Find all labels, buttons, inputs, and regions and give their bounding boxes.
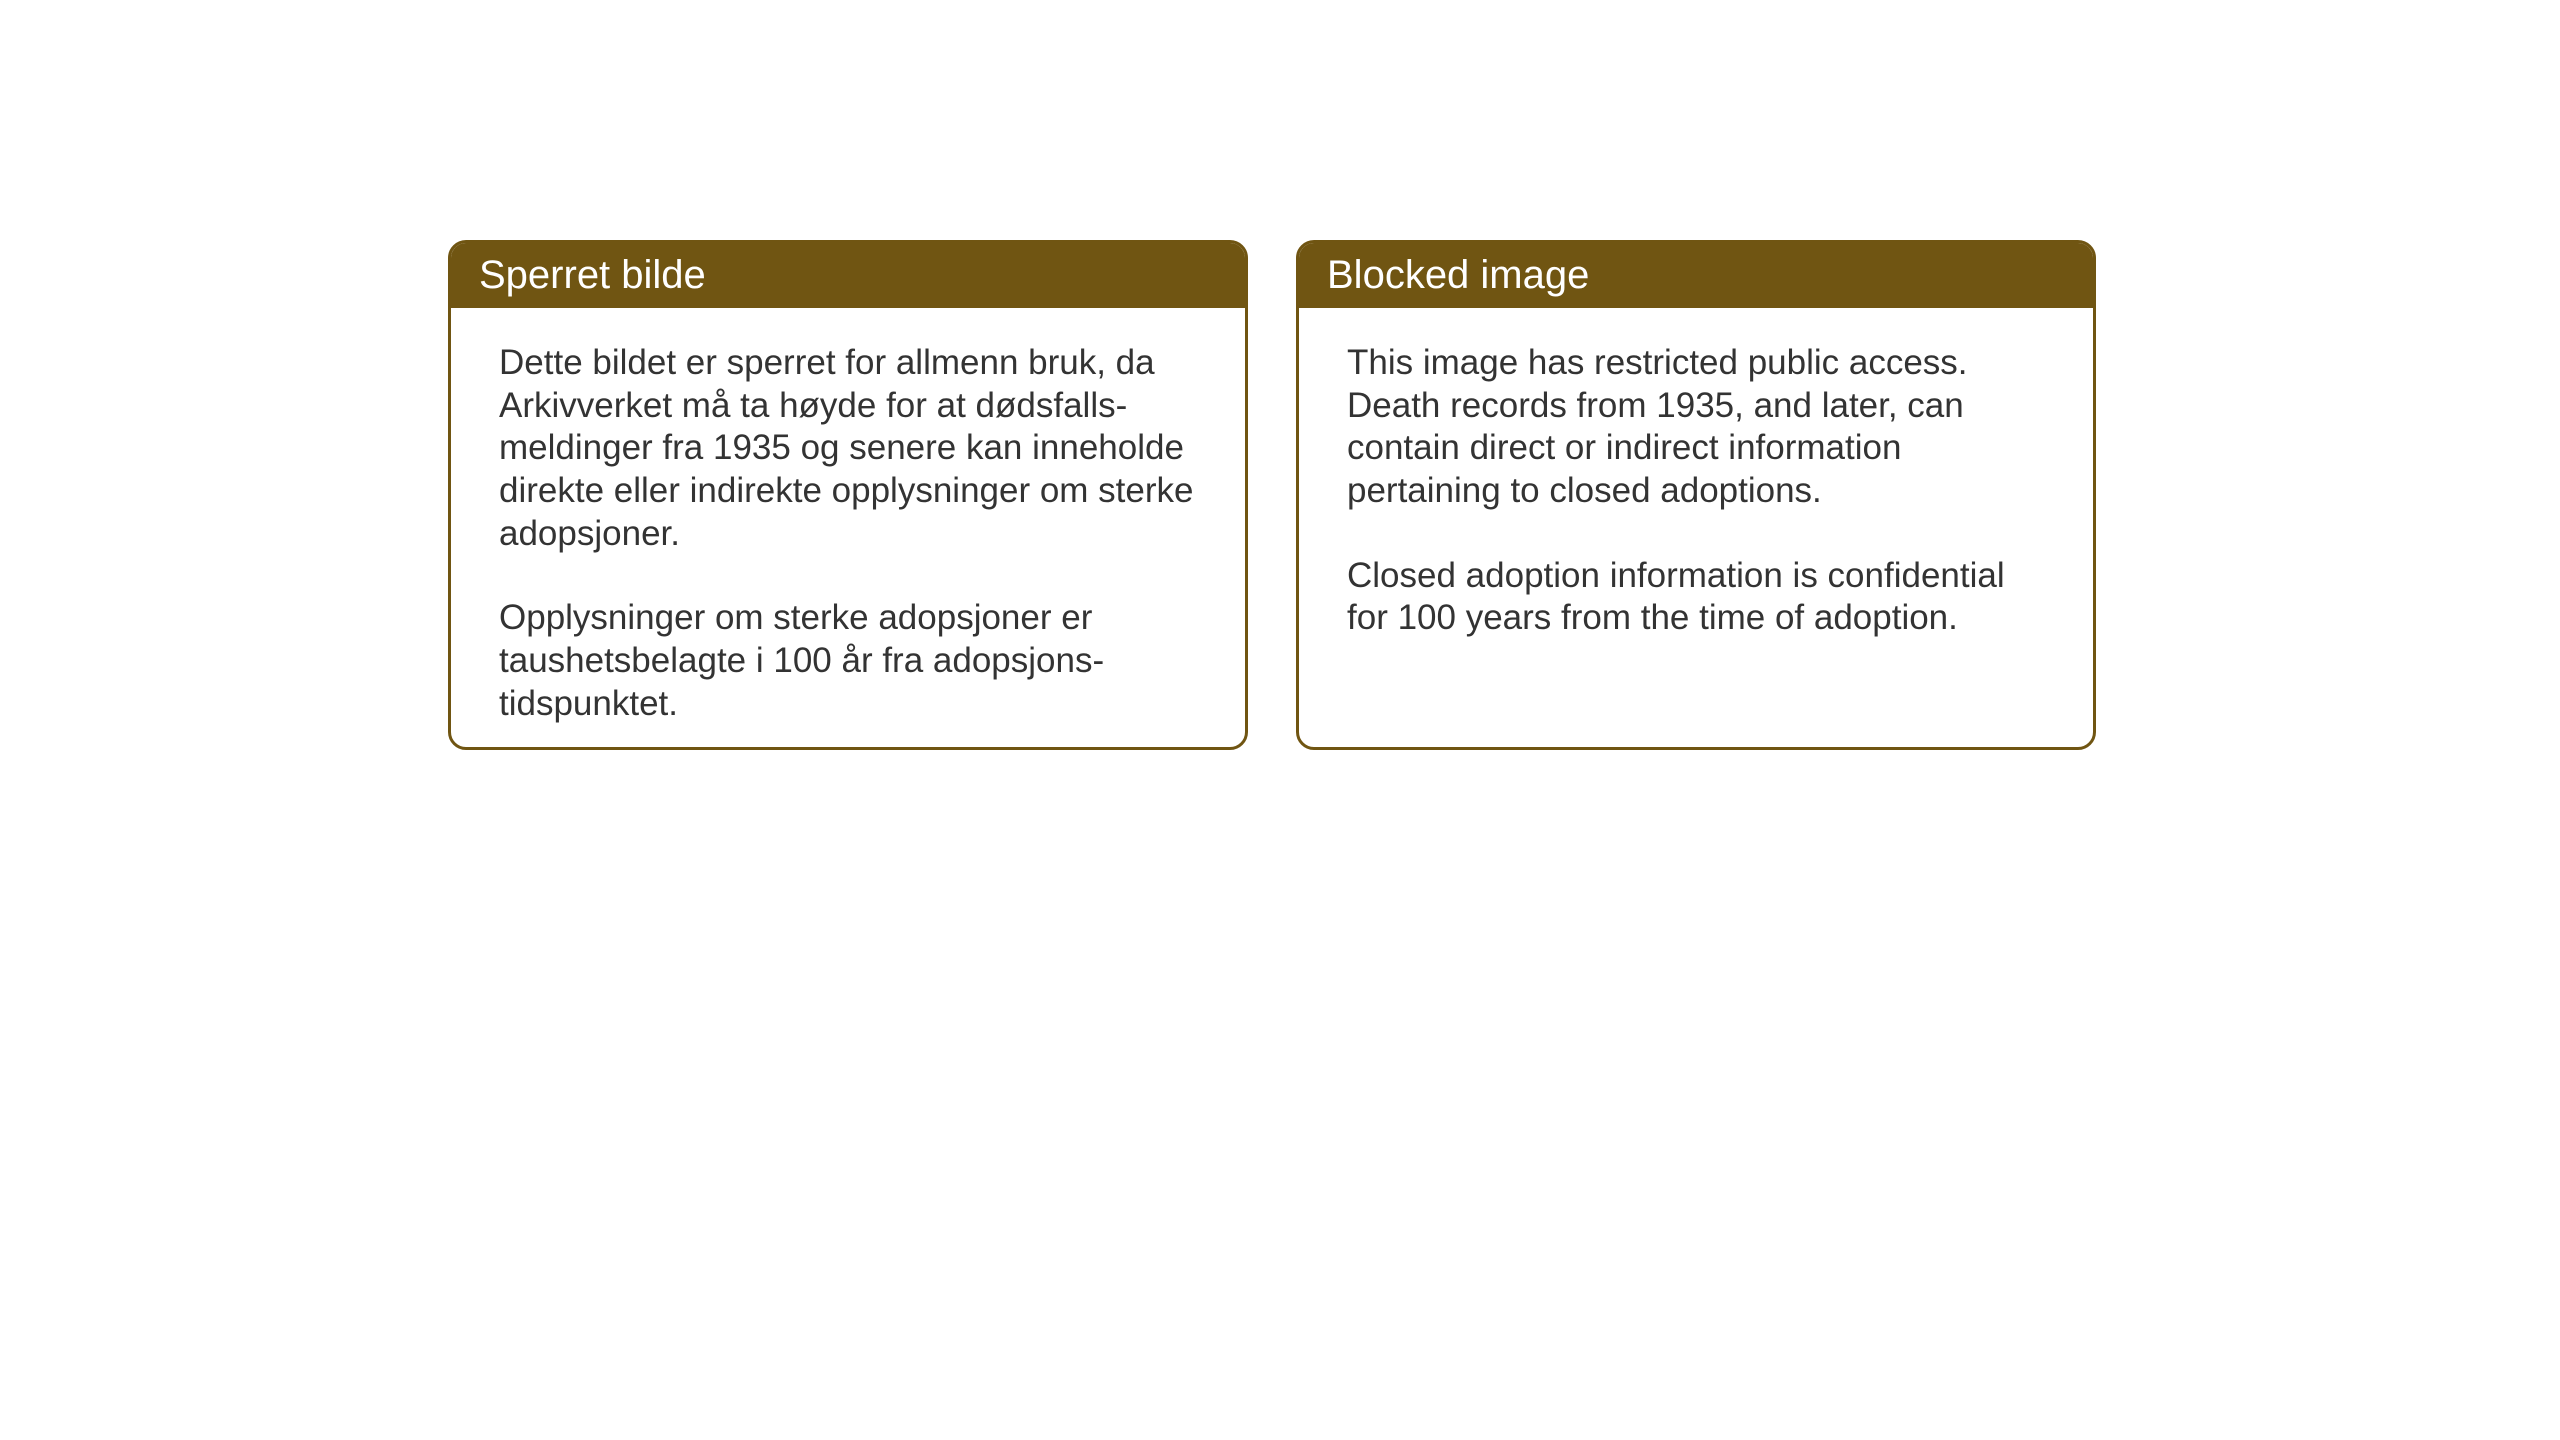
english-paragraph-2: Closed adoption information is confident…: [1347, 555, 2045, 640]
english-card-header: Blocked image: [1299, 243, 2093, 308]
english-notice-card: Blocked image This image has restricted …: [1296, 240, 2096, 750]
norwegian-paragraph-2: Opplysninger om sterke adopsjoner er tau…: [499, 597, 1197, 725]
norwegian-paragraph-1: Dette bildet er sperret for allmenn bruk…: [499, 342, 1197, 555]
norwegian-card-header: Sperret bilde: [451, 243, 1245, 308]
english-card-title: Blocked image: [1327, 253, 1589, 297]
norwegian-notice-card: Sperret bilde Dette bildet er sperret fo…: [448, 240, 1248, 750]
norwegian-card-title: Sperret bilde: [479, 253, 706, 297]
english-card-body: This image has restricted public access.…: [1299, 308, 2093, 674]
notice-cards-container: Sperret bilde Dette bildet er sperret fo…: [448, 240, 2096, 750]
english-paragraph-1: This image has restricted public access.…: [1347, 342, 2045, 513]
norwegian-card-body: Dette bildet er sperret for allmenn bruk…: [451, 308, 1245, 750]
